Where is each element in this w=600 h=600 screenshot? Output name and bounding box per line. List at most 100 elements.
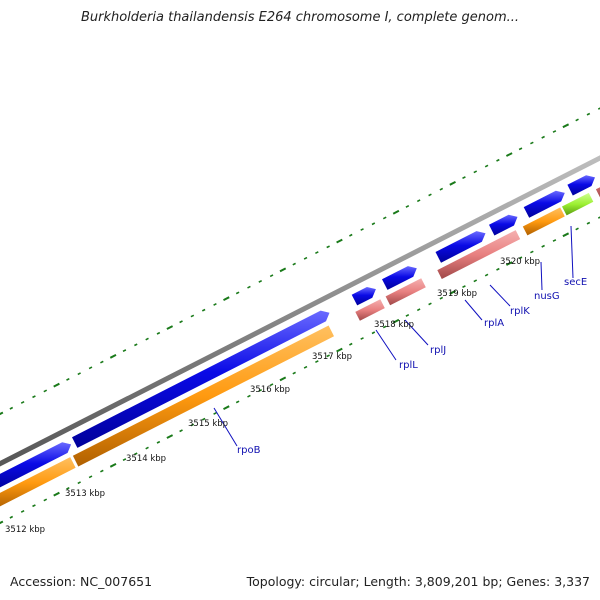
gene-label-sece[interactable]: secE — [564, 277, 587, 288]
gene-arrow-rpla — [435, 231, 486, 263]
tick-mark — [100, 469, 104, 473]
leader-line — [540, 261, 543, 291]
tick-mark — [258, 279, 263, 283]
feature-track — [0, 175, 600, 507]
ruler-label-3513: 3513 kbp — [65, 489, 105, 499]
tick-mark — [575, 118, 579, 122]
tick-mark — [371, 331, 376, 335]
tick-mark — [496, 267, 500, 271]
tick-mark — [405, 313, 410, 317]
tick-mark — [134, 343, 138, 347]
tick-mark — [190, 423, 195, 427]
gene-label-rpob[interactable]: rpoB — [237, 445, 261, 456]
tick-mark — [552, 130, 557, 133]
tick-mark — [53, 491, 60, 497]
tick-mark — [349, 233, 353, 237]
gene-label-rpll[interactable]: rplL — [399, 360, 418, 371]
gene-labels: rpoB rplL rplJ rplA rplK nusG secE — [237, 277, 587, 456]
tick-mark — [552, 239, 557, 242]
tick-mark — [66, 377, 70, 381]
tick-mark — [134, 452, 138, 456]
tick-mark — [0, 411, 4, 416]
rna-bar-sece — [562, 192, 594, 216]
tick-mark — [518, 147, 523, 151]
tick-mark — [109, 463, 117, 468]
tick-mark — [382, 325, 387, 329]
tick-mark — [145, 446, 149, 450]
ruler-label-3518: 3518 kbp — [374, 320, 414, 330]
gene-label-rplj[interactable]: rplJ — [430, 345, 446, 356]
ruler-label-3512: 3512 kbp — [5, 525, 45, 535]
gene-label-rpla[interactable]: rplA — [484, 318, 504, 329]
tick-mark — [166, 434, 174, 439]
tick-mark — [562, 232, 570, 238]
tick-mark — [190, 314, 195, 318]
tick-mark — [100, 360, 104, 364]
map-title: Burkholderia thailandensis E264 chromoso… — [80, 10, 520, 25]
rna-bar — [595, 187, 600, 198]
leader-line — [464, 299, 483, 321]
gene-arrow — [567, 175, 595, 196]
tick-mark — [473, 170, 478, 174]
tick-mark — [43, 498, 48, 502]
tick-mark — [66, 486, 70, 490]
tick-mark — [223, 296, 230, 301]
gene-label-nusg[interactable]: nusG — [534, 291, 560, 302]
leader-line — [213, 407, 238, 447]
tick-mark — [326, 354, 330, 358]
tick-mark — [43, 389, 48, 393]
rna-bar-nusg — [522, 207, 565, 236]
tick-mark — [315, 251, 319, 255]
gene-arrow-rplj — [382, 266, 417, 290]
tick-mark — [462, 285, 466, 289]
backbone-bar — [0, 155, 600, 467]
tick-mark — [371, 222, 376, 226]
tick-mark — [496, 158, 500, 162]
tick-mark — [349, 342, 353, 346]
gene-arrow-nusg — [523, 190, 565, 218]
tick-mark — [541, 244, 545, 248]
tick-mark — [122, 349, 127, 353]
tick-mark — [213, 411, 217, 415]
ruler-label-3520: 3520 kbp — [500, 257, 540, 267]
tick-mark — [428, 193, 432, 197]
tick-mark — [292, 262, 296, 266]
tick-mark — [326, 245, 330, 249]
tick-mark — [416, 308, 421, 312]
tick-mark — [179, 320, 183, 324]
tick-mark — [145, 337, 149, 341]
tick-mark — [77, 481, 81, 485]
tick-mark — [530, 250, 534, 254]
tick-mark — [416, 199, 421, 203]
tick-mark — [9, 515, 14, 519]
tick-mark — [303, 365, 308, 369]
tick-mark — [0, 520, 4, 525]
gene-arrow — [0, 442, 72, 488]
tick-mark — [473, 279, 478, 283]
tick-mark — [279, 267, 287, 273]
tick-mark — [166, 325, 174, 330]
tick-mark — [449, 290, 456, 295]
tick-mark — [32, 395, 36, 399]
tick-mark — [269, 383, 274, 387]
tick-mark — [336, 347, 343, 353]
tick-mark — [449, 181, 456, 186]
tick-mark — [303, 256, 308, 260]
tick-mark — [392, 318, 400, 324]
tick-mark — [279, 376, 287, 382]
tick-mark — [201, 308, 206, 312]
ruler-label-3514: 3514 kbp — [126, 454, 166, 464]
tick-mark — [586, 221, 591, 225]
tick-mark — [505, 261, 513, 266]
inner-dot-ring — [0, 216, 600, 525]
genome-summary: Topology: circular; Length: 3,809,201 bp… — [246, 574, 590, 589]
gene-arrow-rplk — [489, 214, 518, 236]
tick-mark — [32, 504, 36, 508]
tick-mark — [530, 141, 534, 145]
tick-mark — [586, 112, 591, 116]
tick-mark — [484, 164, 489, 168]
tick-mark — [235, 291, 240, 295]
tick-mark — [77, 372, 81, 376]
gene-label-rplk[interactable]: rplK — [510, 306, 530, 317]
tick-mark — [382, 216, 387, 220]
